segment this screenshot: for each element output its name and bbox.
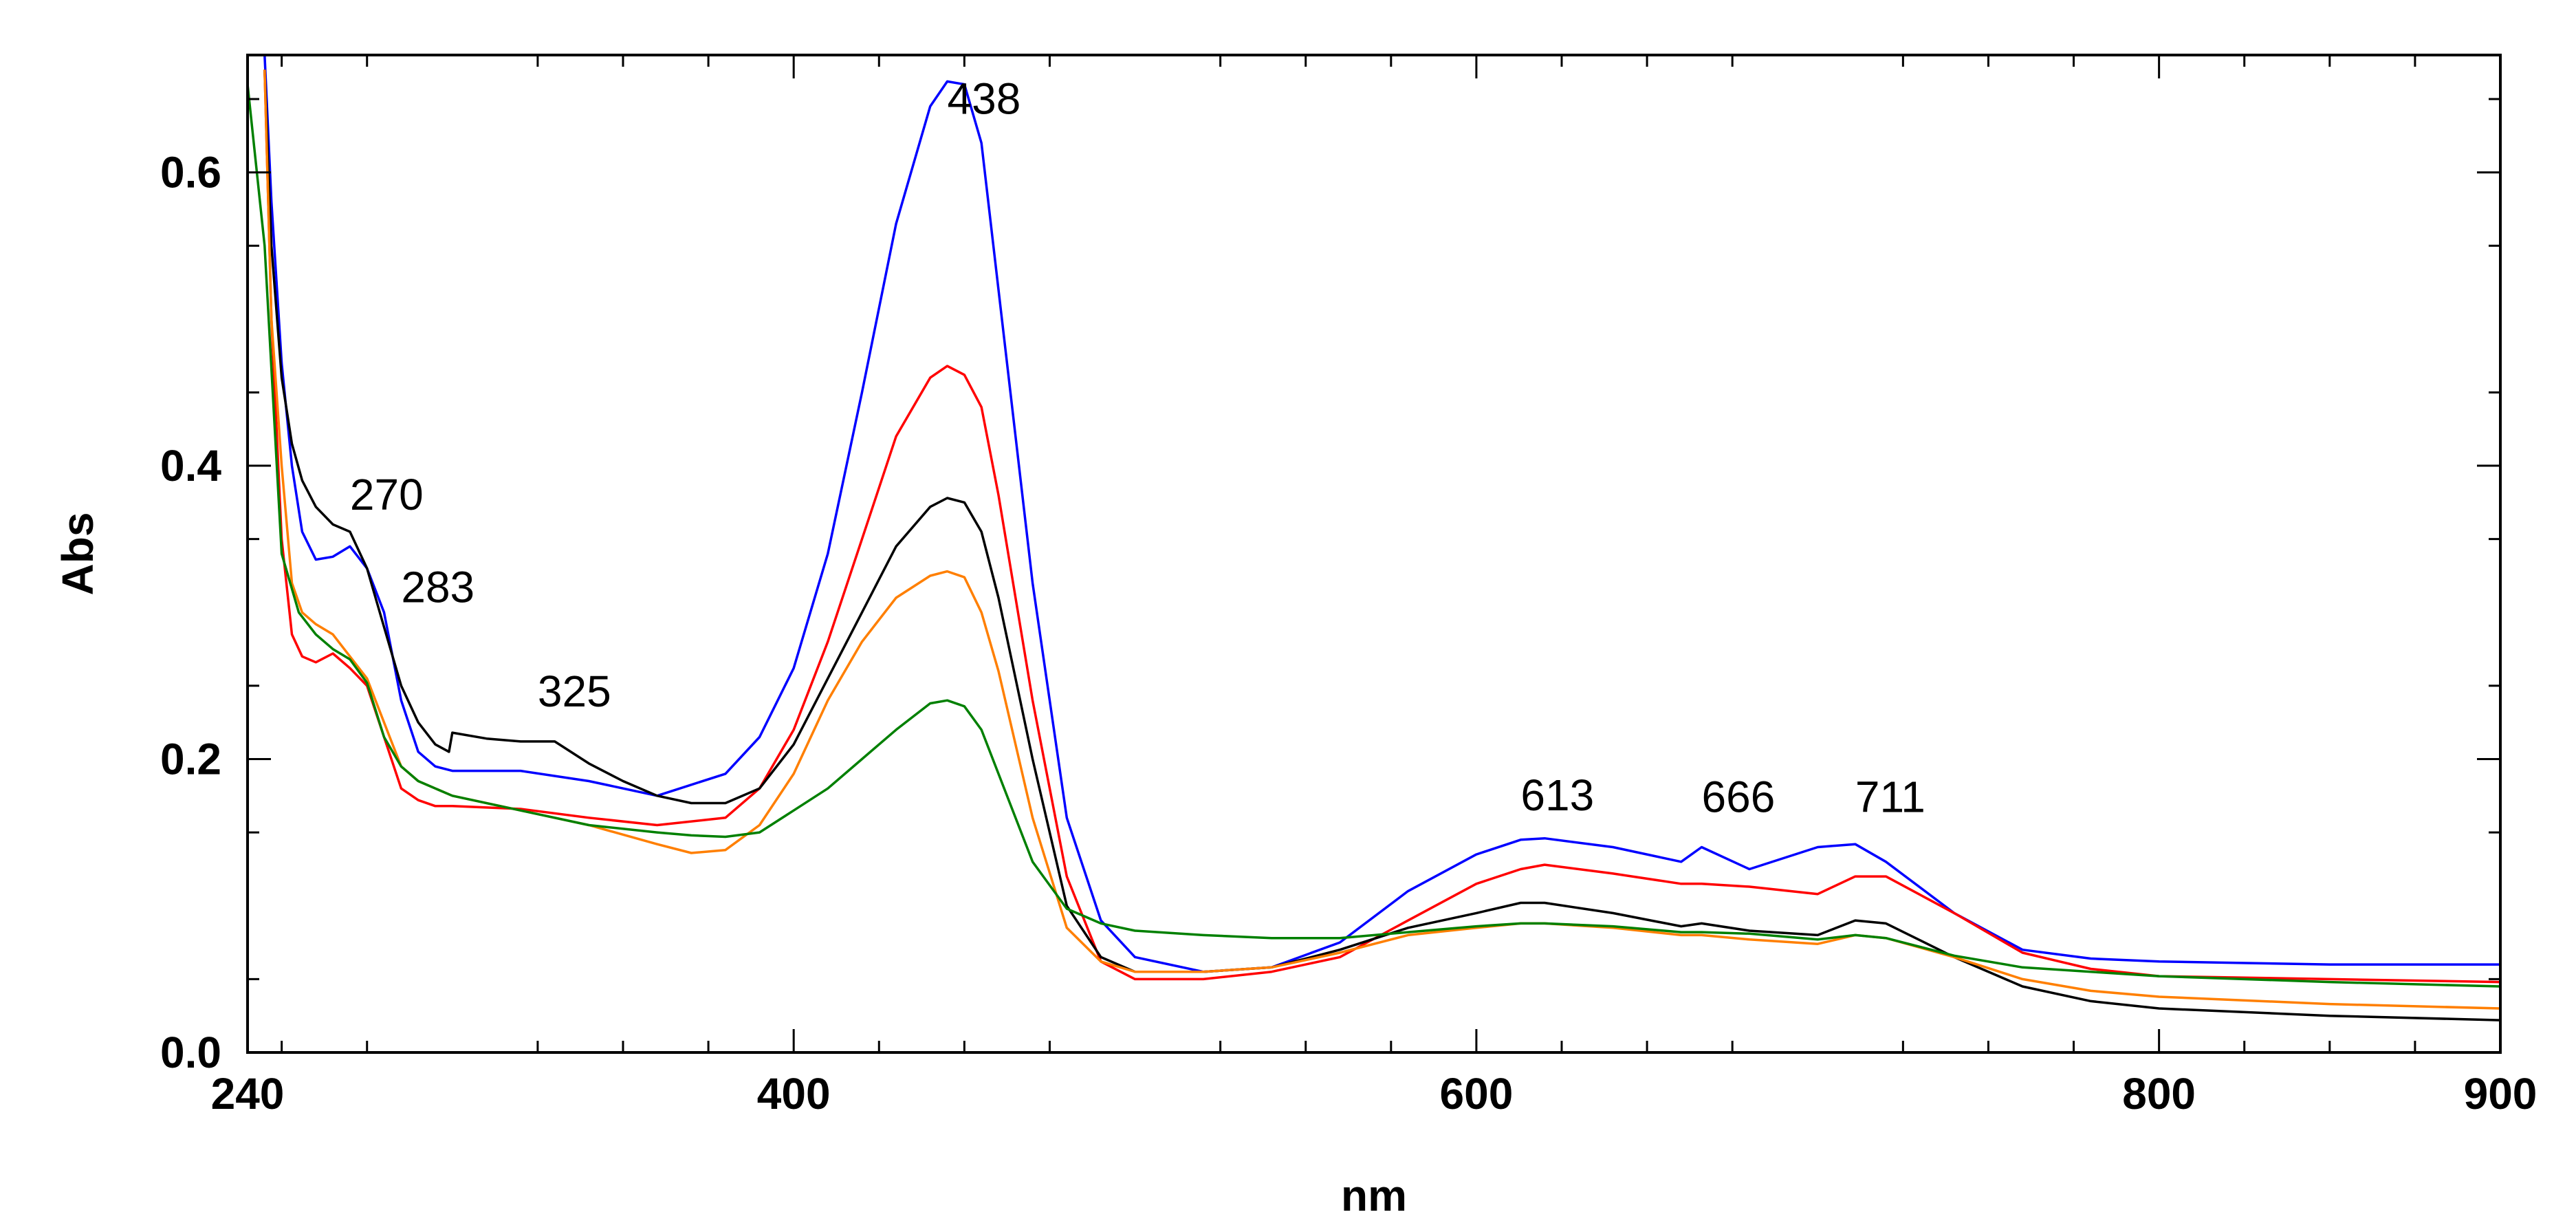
- x-axis-title: nm: [1341, 1171, 1407, 1220]
- peak-label-325: 325: [538, 667, 611, 716]
- y-tick-label: 0.2: [160, 735, 221, 784]
- peak-label-283: 283: [401, 562, 474, 612]
- x-tick-label: 800: [2122, 1069, 2196, 1118]
- series-line-red: [263, 69, 2500, 984]
- peak-label-711: 711: [1855, 772, 1925, 821]
- x-tick-label: 900: [2464, 1069, 2537, 1118]
- ticks-layer: [248, 55, 2500, 1052]
- y-tick-label: 0.6: [160, 148, 221, 197]
- series-line-black: [263, 69, 2500, 1022]
- x-tick-label: 400: [757, 1069, 831, 1118]
- y-axis-title: Abs: [53, 512, 102, 596]
- series-layer: [248, 55, 2500, 1022]
- peak-label-666: 666: [1702, 772, 1776, 821]
- peak-label-438: 438: [948, 74, 1021, 123]
- x-tick-label: 600: [1440, 1069, 1514, 1118]
- y-tick-label: 0.0: [160, 1028, 221, 1077]
- x-tick-label: 240: [211, 1069, 285, 1118]
- plot-frame: [246, 54, 2502, 1054]
- peak-label-270: 270: [350, 470, 424, 519]
- series-line-orange: [263, 69, 2500, 1010]
- y-tick-label: 0.4: [160, 441, 221, 490]
- series-line-green: [248, 84, 2500, 988]
- labels-layer: 240 400 600 800 900 0.0 0.2 0.4 0.6 270 283 325 438 6…: [160, 74, 2537, 1118]
- series-line-blue: [263, 55, 2500, 973]
- peak-label-613: 613: [1520, 770, 1594, 820]
